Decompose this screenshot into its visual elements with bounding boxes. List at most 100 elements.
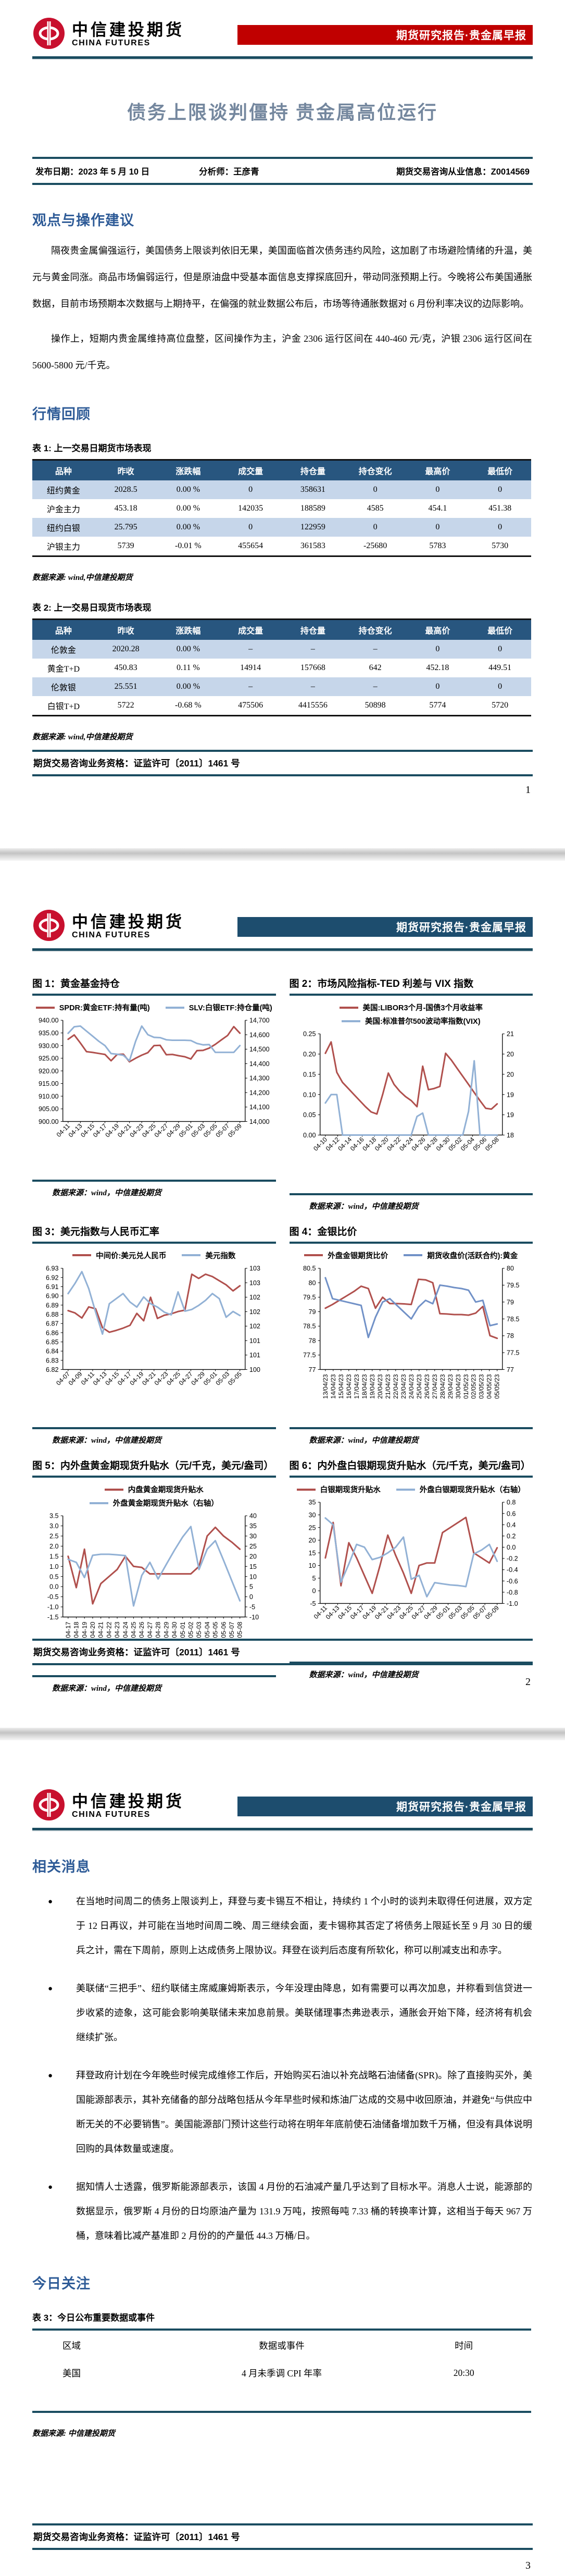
table-cell: 358631 bbox=[300, 485, 325, 494]
svg-text:6.92: 6.92 bbox=[46, 1274, 59, 1281]
table-cell: 25.551 bbox=[114, 682, 137, 691]
legend-line-swatch bbox=[341, 1020, 360, 1022]
svg-text:915.00: 915.00 bbox=[39, 1080, 59, 1087]
svg-text:05-03: 05-03 bbox=[447, 1604, 463, 1621]
futures-table: 品种 昨收 涨跌幅 成交量 持仓量 持仓变化 最高价 最低价 纽约黄金 2028.5 0.00 %… bbox=[32, 459, 531, 557]
table-cell: 纽约白银 bbox=[46, 524, 80, 533]
svg-text:05-01: 05-01 bbox=[178, 1122, 194, 1139]
svg-text:04-25: 04-25 bbox=[398, 1604, 415, 1621]
svg-text:-0.8: -0.8 bbox=[506, 1589, 518, 1596]
chart-area: 940.00 935.00 930.00 925.00 920.00 915.00 910.… bbox=[32, 1013, 276, 1178]
svg-text:14,200: 14,200 bbox=[249, 1089, 270, 1096]
column-header: 时间 bbox=[455, 2340, 473, 2351]
svg-text:0.5: 0.5 bbox=[49, 1574, 59, 1581]
column-header: 成交量 bbox=[219, 460, 282, 480]
svg-text:6.91: 6.91 bbox=[46, 1283, 59, 1291]
table-cell: 0 bbox=[498, 645, 503, 653]
spot-table: 品种 昨收 涨跌幅 成交量 持仓量 持仓变化 最高价 最低价 伦敦金 2020.28 0.00 %… bbox=[32, 618, 531, 716]
table-cell: -25680 bbox=[363, 541, 387, 550]
report-header: 中信建投期货 CHINA FUTURES 期货研究报告·贵金属早报 bbox=[32, 1740, 533, 1824]
svg-text:04-23: 04-23 bbox=[153, 1370, 170, 1386]
viewpoint-paragraph-1: 隔夜贵金属偏强运行，美国债务上限谈判依旧无果，美国面临首次债务违约风险，这加剧了… bbox=[32, 245, 532, 309]
legend-label: SLV:白银ETF:持仓量(吨) bbox=[189, 1004, 272, 1012]
svg-text:05-07: 05-07 bbox=[228, 1622, 235, 1638]
svg-text:20/04/23: 20/04/23 bbox=[376, 1374, 383, 1398]
svg-text:0.4: 0.4 bbox=[506, 1521, 516, 1529]
svg-text:04-29: 04-29 bbox=[190, 1370, 206, 1386]
svg-text:04-15: 04-15 bbox=[104, 1370, 120, 1386]
figure-divider bbox=[32, 1476, 276, 1478]
legend-entry: 外盘白银期现货升贴水（右轴） bbox=[396, 1484, 525, 1495]
svg-text:05-01: 05-01 bbox=[434, 1604, 451, 1621]
table-cell: 伦敦银 bbox=[51, 684, 76, 692]
svg-text:04-19: 04-19 bbox=[104, 1122, 120, 1139]
svg-text:04-09: 04-09 bbox=[67, 1370, 84, 1386]
figure-caption: 图 4：金银比价 bbox=[289, 1226, 357, 1237]
column-header: 涨跌幅 bbox=[157, 619, 220, 640]
figure-divider bbox=[32, 1427, 276, 1430]
svg-text:21/04/23: 21/04/23 bbox=[384, 1374, 391, 1398]
legend-line-swatch bbox=[104, 1488, 123, 1491]
company-name-cn: 中信建投期货 bbox=[72, 20, 184, 39]
table-cell: 4 月未季调 CPI 年率 bbox=[241, 2368, 322, 2379]
legend-entry: SLV:白银ETF:持仓量(吨) bbox=[165, 1002, 272, 1013]
figure-divider bbox=[289, 1193, 533, 1195]
figure-source: 数据来源：wind，中信建投期货 bbox=[52, 1188, 162, 1197]
table-cell: 0 bbox=[248, 523, 253, 531]
svg-text:04-22: 04-22 bbox=[385, 1136, 402, 1153]
company-name-cn: 中信建投期货 bbox=[72, 912, 184, 931]
svg-text:14,300: 14,300 bbox=[249, 1075, 270, 1082]
svg-text:04-13: 04-13 bbox=[324, 1604, 341, 1621]
table-cell: 美国 bbox=[62, 2368, 81, 2379]
svg-text:78: 78 bbox=[308, 1337, 316, 1344]
column-header: 区域 bbox=[62, 2340, 81, 2351]
svg-text:04-13: 04-13 bbox=[67, 1122, 84, 1139]
table-cell: – bbox=[310, 682, 315, 691]
svg-text:3.0: 3.0 bbox=[49, 1523, 59, 1530]
table-cell: – bbox=[310, 645, 315, 653]
svg-text:6.85: 6.85 bbox=[46, 1339, 59, 1346]
table-cell: 0.00 % bbox=[176, 523, 200, 531]
table-cell: 0 bbox=[435, 645, 440, 653]
column-header: 最高价 bbox=[406, 460, 469, 480]
page-number: 1 bbox=[525, 784, 531, 796]
header-divider bbox=[32, 948, 533, 952]
svg-text:04-17: 04-17 bbox=[116, 1370, 133, 1386]
events-table-header: 区域 数据或事件 时间 bbox=[32, 2330, 531, 2355]
svg-text:03/05/23: 03/05/23 bbox=[478, 1374, 485, 1398]
chart-area: 6.93 6.92 6.91 6.90 6.89 6.88 6.87 6.86 6.85 6.84… bbox=[32, 1261, 276, 1426]
legend-line-swatch bbox=[35, 1006, 55, 1009]
svg-text:18: 18 bbox=[506, 1132, 513, 1139]
svg-text:05-05: 05-05 bbox=[227, 1370, 243, 1386]
company-name: 中信建投期货 CHINA FUTURES bbox=[72, 913, 184, 940]
table-cell: 沪金主力 bbox=[46, 505, 80, 514]
report-page-3: 中信建投期货 CHINA FUTURES 期货研究报告·贵金属早报 相关消息 在… bbox=[0, 1740, 565, 2576]
futures-table-source: 数据来源: wind,中信建投期货 bbox=[32, 574, 133, 582]
company-logo: 中信建投期货 CHINA FUTURES bbox=[32, 1788, 184, 1824]
chart-legend: 内盘黄金期现货升贴水 外盘黄金期现货升贴水（右轴） bbox=[32, 1484, 276, 1508]
svg-text:04-21: 04-21 bbox=[373, 1604, 390, 1621]
table-row: 沪金主力 453.18 0.00 % 142035 188589 4585 454.1 451… bbox=[32, 499, 531, 518]
figure-caption: 图 1：黄金基金持仓 bbox=[32, 979, 120, 989]
column-header: 昨收 bbox=[94, 619, 157, 640]
column-header: 昨收 bbox=[94, 460, 157, 480]
table-cell: 4585 bbox=[367, 504, 384, 513]
svg-text:05-04: 05-04 bbox=[459, 1136, 475, 1153]
svg-text:2.0: 2.0 bbox=[49, 1543, 59, 1550]
figure-gold-basis: 图 5：内外盘黄金期现货升贴水（元/千克，美元/盎司） 内盘黄金期现货升贴水 外盘… bbox=[32, 1458, 276, 1693]
svg-text:30: 30 bbox=[308, 1512, 316, 1519]
report-meta-bar: 发布日期：2023 年 5 月 10 日 分析师：王彦青 期货交易咨询从业信息：… bbox=[32, 157, 533, 185]
legend-entry: 外盘金银期货比价 bbox=[304, 1250, 388, 1261]
table-cell: 2028.5 bbox=[114, 485, 137, 494]
svg-text:20: 20 bbox=[506, 1071, 513, 1078]
table-cell: 5722 bbox=[117, 701, 134, 710]
svg-text:04-21: 04-21 bbox=[97, 1622, 105, 1638]
svg-text:0.20: 0.20 bbox=[303, 1051, 316, 1058]
legend-entry: 中间价:美元兑人民币 bbox=[72, 1250, 166, 1261]
table-cell: 454.1 bbox=[428, 504, 447, 513]
svg-text:0: 0 bbox=[312, 1588, 316, 1595]
table-cell: 沪银主力 bbox=[46, 543, 80, 552]
table-cell: 157668 bbox=[300, 663, 325, 672]
svg-text:05-08: 05-08 bbox=[484, 1136, 500, 1153]
svg-text:78.5: 78.5 bbox=[303, 1322, 316, 1330]
